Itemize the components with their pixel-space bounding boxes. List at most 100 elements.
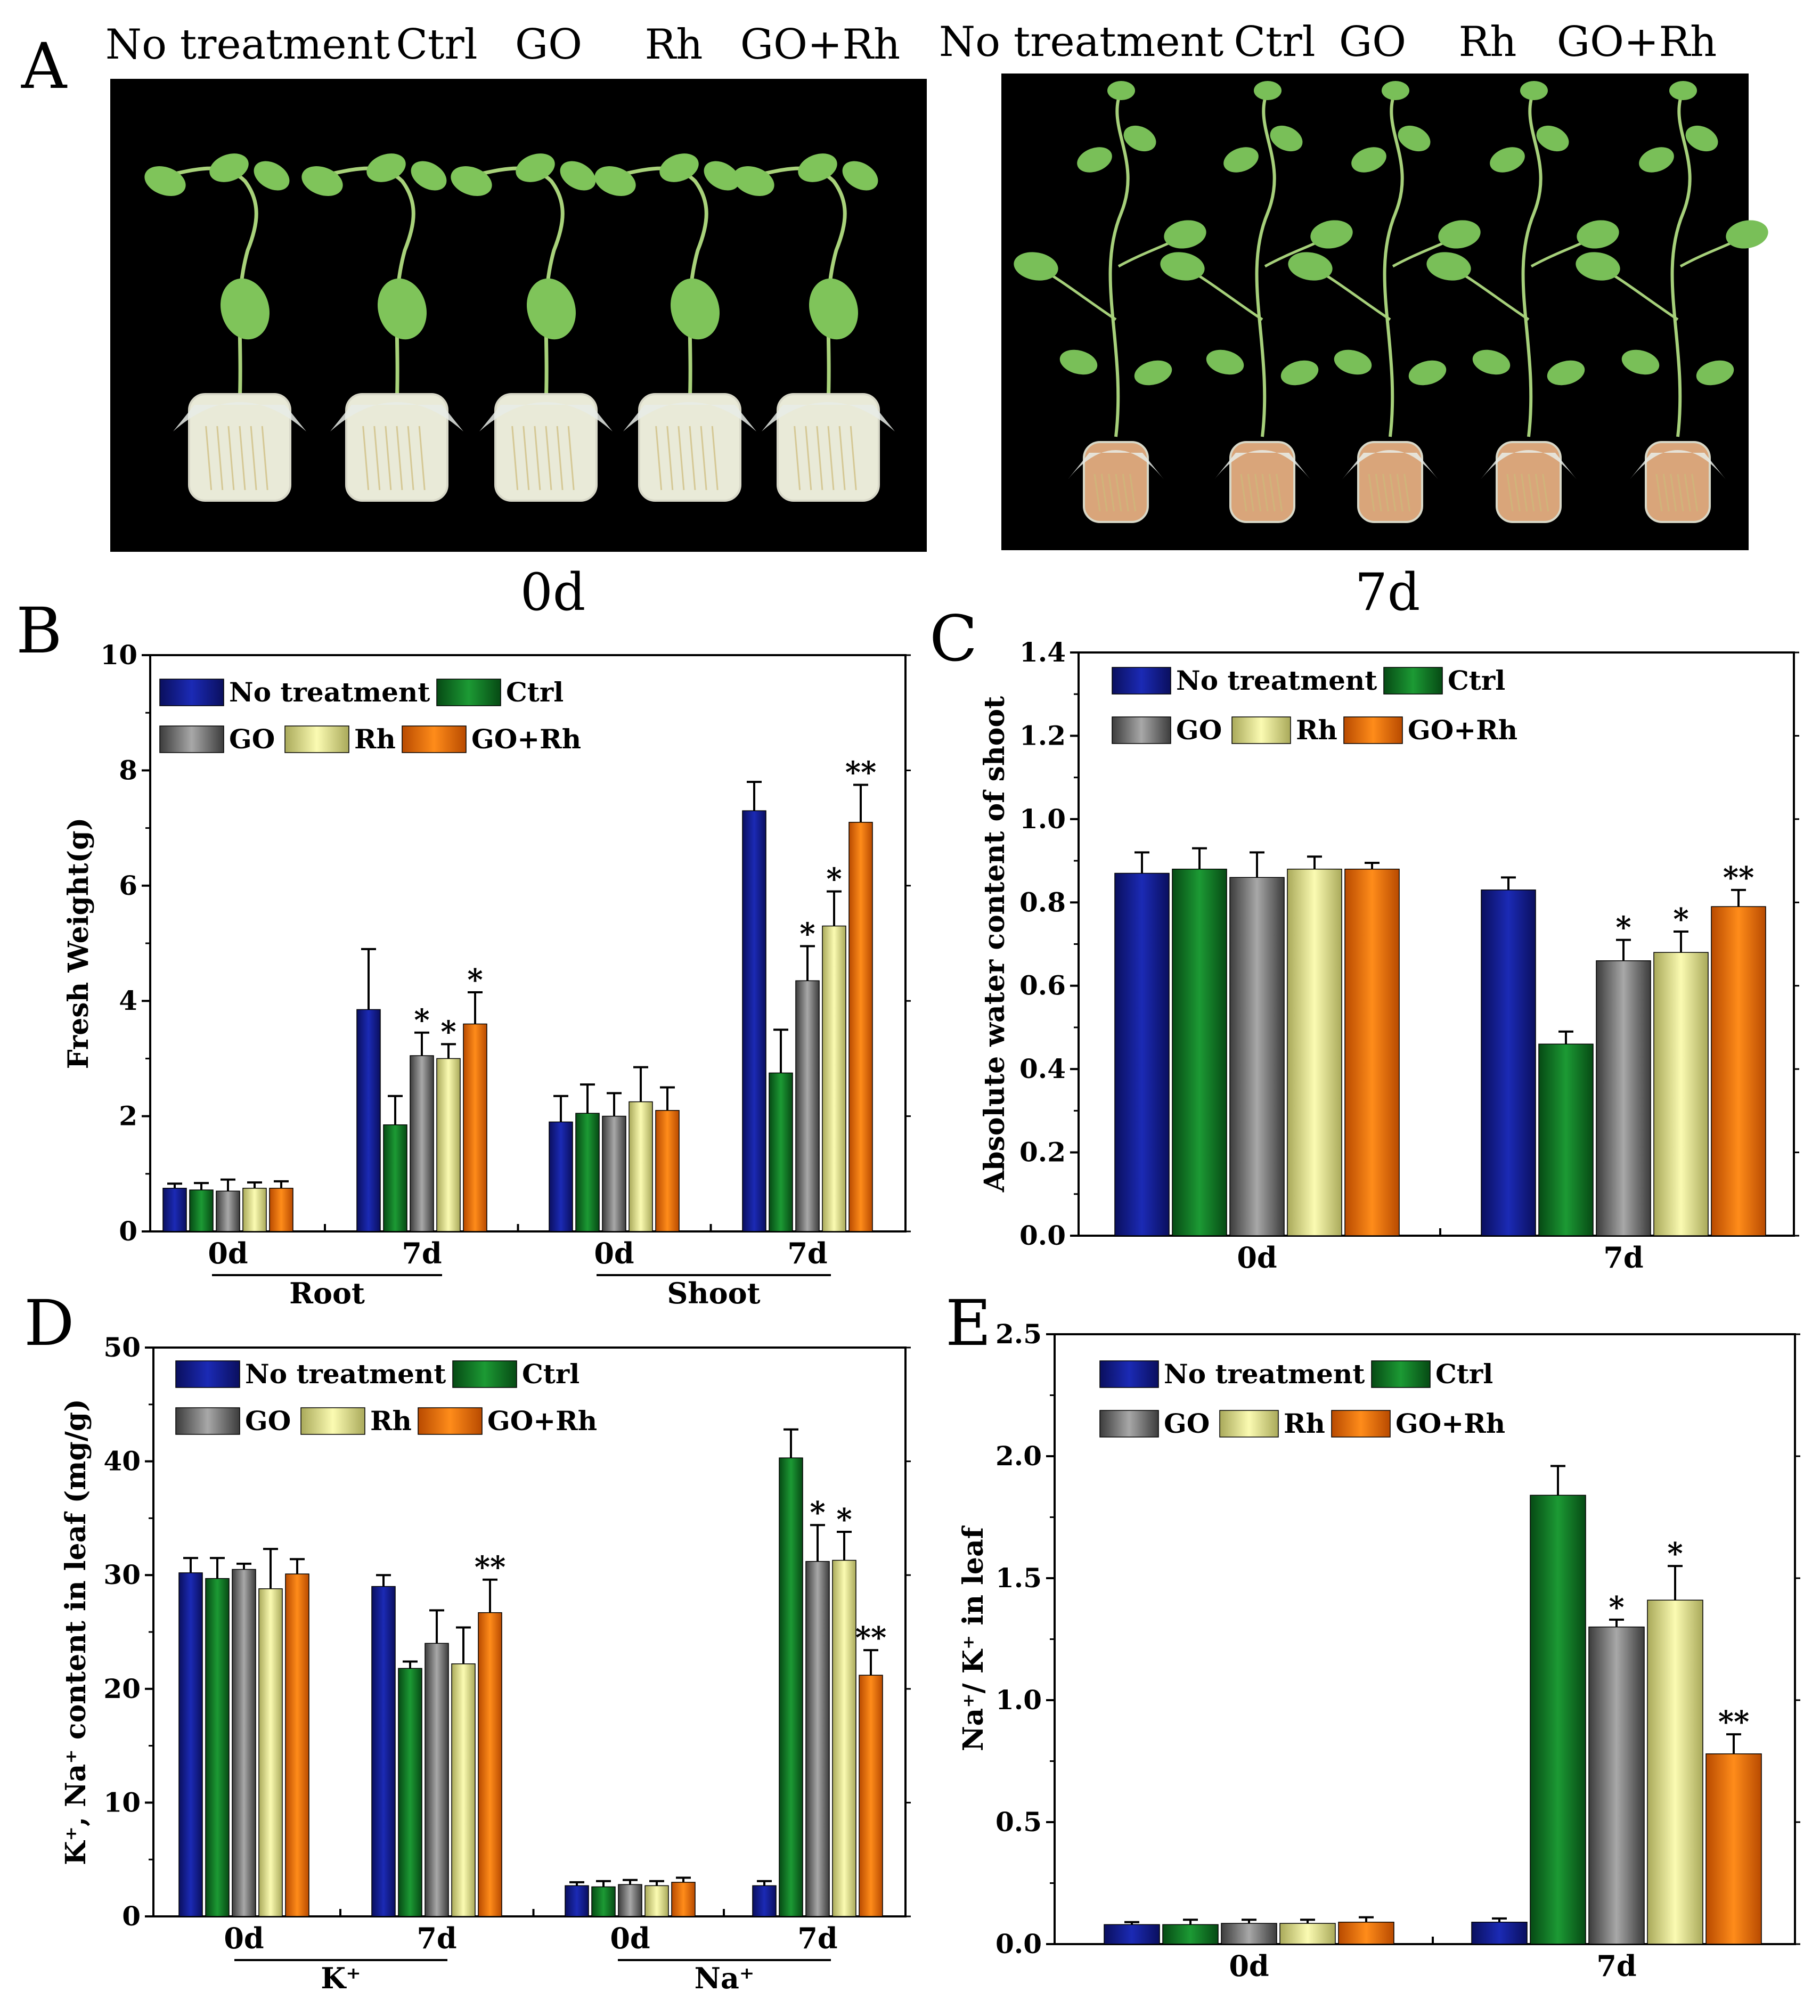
root-strand (655, 426, 663, 491)
chart-b-sig-3-go-rh: ** (845, 755, 877, 790)
root-strand (250, 426, 257, 491)
chart-d-bar-0d-0-go-rh (285, 1573, 309, 1917)
chart-b-legend-swatch-ctrl (436, 679, 501, 706)
jar-body (1496, 441, 1562, 523)
chart-d-xtick-label-0: 0d (224, 1921, 264, 1955)
chart-e-legend-swatch-go-rh (1331, 1410, 1391, 1438)
photo-d0-label-no-treatment: No treatment (105, 21, 390, 69)
root-strand (1542, 474, 1549, 512)
chart-d-bar-7d-3-go-rh (859, 1675, 883, 1917)
leaf (1077, 147, 1112, 173)
jar-film (1630, 450, 1726, 479)
chart-c-legend-label-no-treatment: No treatment (1176, 665, 1377, 696)
chart-c-bar-7d-1-rh (1653, 952, 1709, 1236)
chart-c-ytick-label: 0.4 (1019, 1053, 1066, 1084)
chart-b-bar-0d-2-no-treatment (549, 1121, 573, 1232)
leaf (144, 166, 186, 197)
leaf (366, 153, 406, 182)
root-strand (534, 426, 541, 491)
chart-e-legend-swatch-rh (1219, 1410, 1279, 1438)
leaf (1696, 360, 1734, 386)
jar-film (1342, 450, 1438, 479)
chart-d-bar-0d-0-ctrl (205, 1578, 230, 1917)
jar-4 (762, 393, 895, 502)
chart-e-bar-0d-0-no-treatment (1104, 1924, 1160, 1945)
jar-0 (173, 393, 306, 502)
chart-d-sig-3-rh: * (836, 1502, 852, 1537)
root-strand (1396, 474, 1403, 512)
chart-d-xtick-label-3: 7d (797, 1921, 837, 1955)
root-strand (1276, 474, 1283, 512)
chart-b-legend-swatch-rh (284, 725, 349, 753)
chart-c-legend-label-go-rh: GO+Rh (1408, 714, 1517, 746)
root-strand (711, 426, 719, 491)
chart-b-legend-label-go-rh: GO+Rh (471, 723, 581, 755)
leaf (1577, 220, 1619, 249)
root-strand (1247, 474, 1254, 512)
chart-d-legend-label-ctrl: Ctrl (522, 1358, 580, 1390)
root-strand (838, 426, 846, 491)
leaf (1438, 220, 1481, 249)
plant-7d-2 (1288, 81, 1481, 523)
jar-0 (1068, 441, 1164, 523)
jar-film (479, 402, 613, 431)
chart-d-ytick-label: 10 (103, 1786, 141, 1818)
chart-d-legend-swatch-no-treatment (175, 1360, 240, 1388)
leaf (560, 161, 596, 191)
root-strand (666, 426, 674, 491)
chart-d-bar-0d-2-go-rh (671, 1882, 696, 1917)
chart-b-group-label-shoot: Shoot (667, 1276, 760, 1310)
chart-d-bar-7d-3-go (805, 1561, 830, 1917)
chart-c-ytick-label: 0.6 (1019, 970, 1066, 1001)
photo-d7-label-no-treatment: No treatment (939, 18, 1223, 66)
chart-c-ytick-label: 0.2 (1019, 1137, 1066, 1168)
chart-e-legend-label-go: GO (1164, 1408, 1210, 1439)
chart-b-bar-0d-0-no-treatment (162, 1188, 187, 1232)
plant-0d-1 (301, 153, 463, 502)
chart-c-bar-0d-0-no-treatment (1114, 872, 1170, 1236)
leaf (1014, 252, 1058, 281)
chart-d-ytick-label: 50 (103, 1332, 141, 1363)
root-strand (545, 426, 552, 491)
root-strand (1506, 474, 1514, 512)
chart-d-ytick-label: 0 (122, 1900, 141, 1932)
chart-e-ylabel: Na⁺/ K⁺ in leaf (957, 1525, 990, 1751)
chart-d-xtick-label-2: 0d (610, 1921, 650, 1955)
root-strand (1093, 474, 1101, 512)
chart-c-bar-7d-1-ctrl (1538, 1043, 1594, 1236)
chart-b-legend-swatch-no-treatment (159, 679, 224, 706)
root-strand (1375, 474, 1382, 512)
leaf (378, 278, 427, 340)
chart-b-legend-label-go: GO (229, 723, 275, 755)
chart-e-legend-swatch-no-treatment (1099, 1360, 1159, 1388)
root-strand (1513, 474, 1521, 512)
leaf (1351, 147, 1386, 173)
chart-c-ytick-label: 0.8 (1019, 886, 1066, 918)
chart-c-legend-label-go: GO (1176, 714, 1222, 746)
chart-c-ytick-label: 1.4 (1019, 636, 1066, 668)
root-strand (407, 426, 414, 491)
chart-e-ytick-label: 1.0 (995, 1684, 1042, 1716)
chart-d-legend-label-go: GO (245, 1405, 291, 1436)
leaf (1426, 252, 1471, 281)
jar-film (623, 402, 756, 431)
leaf (1408, 360, 1447, 386)
root-strand (205, 426, 213, 491)
chart-c-sig-1-rh: * (1673, 902, 1688, 937)
root-strand (362, 426, 370, 491)
chart-e-sig-1-go: * (1609, 1590, 1624, 1625)
chart-d-legend-swatch-go-rh (418, 1407, 483, 1435)
jar-film (330, 402, 463, 431)
chart-d-bar-0d-2-ctrl (591, 1886, 616, 1917)
stem (1670, 89, 1692, 437)
chart-e-legend-label-no-treatment: No treatment (1164, 1358, 1365, 1390)
chart-d-legend-label-go-rh: GO+Rh (487, 1405, 597, 1436)
root-strand (1129, 474, 1137, 512)
chart-e-bar-0d-0-ctrl (1162, 1924, 1219, 1945)
leaf (1520, 81, 1548, 100)
chart-d-bar-7d-1-no-treatment (371, 1586, 396, 1917)
chart-e-ytick-label: 0.5 (995, 1806, 1042, 1838)
root-strand (1691, 474, 1699, 512)
chart-d-bar-7d-1-ctrl (398, 1668, 422, 1917)
